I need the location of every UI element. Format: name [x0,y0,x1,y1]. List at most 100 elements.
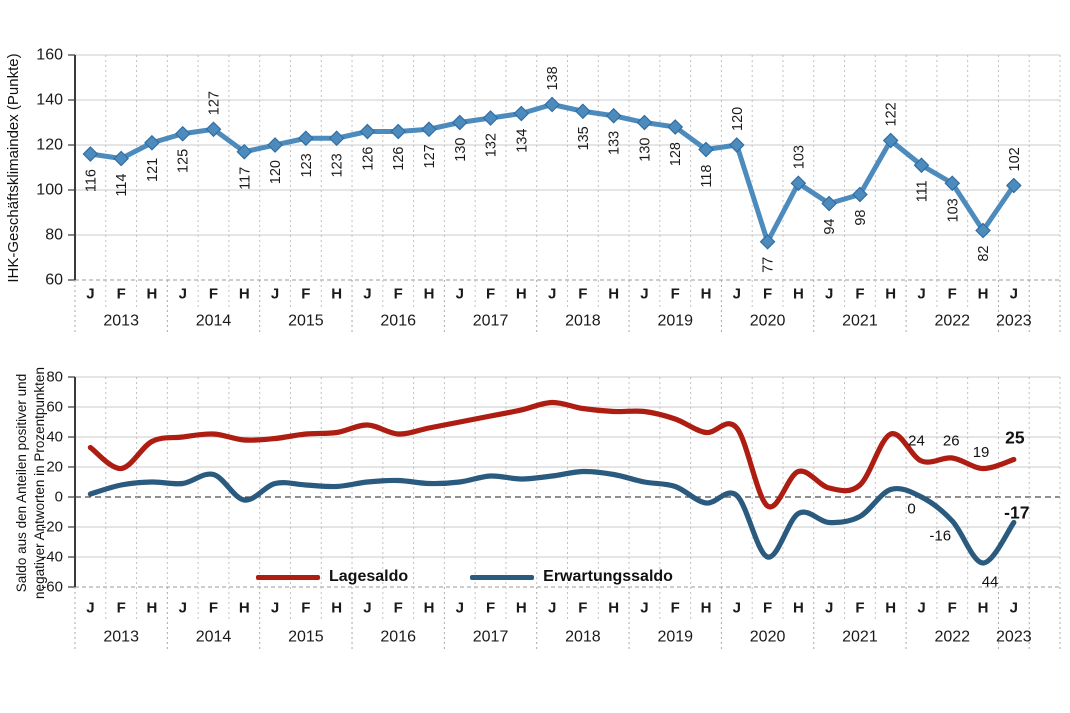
diamond-marker [544,96,560,113]
point-value-label: 130 [453,138,469,162]
value-annotation: 25 [1005,428,1025,448]
geschaeftsklimaindex-period-label: F [209,286,218,303]
geschaeftsklimaindex-period-label: F [486,286,495,303]
geschaeftsklimaindex-year-label: 2020 [750,313,786,330]
diamond-marker [790,175,807,192]
salden-year-label: 2019 [657,629,693,646]
point-value-label: 103 [791,145,807,169]
legend-item-erwartungssaldo: Erwartungssaldo [470,568,673,586]
diamond-marker [605,107,622,124]
geschaeftsklimaindex-x-axis-labels: J F H 2013 J F H 2014 J F H 2015 J F H 2016 J F H 2017 J F H 20… [86,286,1032,330]
legend-label-lagesaldo: Lagesaldo [329,568,409,585]
geschaeftsklimaindex-year-label: 2021 [842,313,878,330]
diamond-marker [298,130,314,147]
point-value-label: 127 [207,91,223,115]
geschaeftsklimaindex-period-label: F [578,286,587,303]
salden-year-label: 2020 [750,629,786,646]
point-value-label: 94 [822,219,838,235]
diamond-marker [728,137,745,153]
salden-period-label: J [640,600,648,617]
salden-period-label: F [394,600,403,617]
legend-label-erwartungssaldo: Erwartungssaldo [543,568,673,585]
diamond-marker [451,114,468,131]
geschaeftsklimaindex-period-label: F [855,286,864,303]
geschaeftsklimaindex-year-label: 2016 [380,313,416,330]
value-annotation: 26 [943,433,960,450]
geschaeftsklimaindex-year-label: 2023 [996,313,1032,330]
legend: Lagesaldo Erwartungssaldo [256,568,673,586]
geschaeftsklimaindex-year-label: 2018 [565,313,601,330]
bottom-y-title-line2: negativer Antworten in Prozentpunkten [31,367,47,599]
point-value-label: 77 [761,257,777,273]
geschaeftsklimaindex-period-label: J [363,286,371,303]
point-value-label: 102 [1007,147,1023,171]
salden-period-label: F [671,600,680,617]
diamond-marker [113,150,130,167]
diamond-marker [882,132,899,149]
salden-x-axis-labels: J F H 2013 J F H 2014 J F H 2015 J F H 2016 J F H 2017 J F H 20… [86,600,1032,646]
geschaeftsklimaindex-y-tick: 60 [45,272,63,289]
value-annotation: 19 [973,444,990,461]
diamond-marker [821,195,837,212]
geschaeftsklimaindex-period-label: J [1010,286,1018,303]
point-value-label: 127 [422,144,438,168]
geschaeftsklimaindex-period-label: H [701,286,712,303]
salden-period-label: H [608,600,619,617]
geschaeftsklimaindex-period-label: J [733,286,741,303]
diamond-marker [205,121,222,138]
point-value-label: 118 [699,165,715,188]
geschaeftsklimaindex-y-tick: 160 [36,47,63,64]
salden-year-label: 2022 [934,629,970,646]
geschaeftsklimaindex-period-label: J [548,286,556,303]
bottom-chart-y-axis-title: Saldo aus den Anteilen positiver und nega… [13,347,49,619]
point-value-label: 98 [853,210,869,226]
salden-period-label: J [548,600,556,617]
geschaeftsklimaindex-year-label: 2017 [473,313,509,330]
salden-period-label: J [86,600,94,617]
point-value-label: 138 [545,66,561,90]
diamond-marker [944,175,961,192]
point-value-label: 116 [83,169,99,192]
diamond-marker [328,130,345,147]
point-value-label: 128 [668,142,684,166]
bottom-y-title-line1: Saldo aus den Anteilen positiver und [14,373,29,593]
lagesaldo-line [87,399,1017,510]
salden-period-label: J [825,600,833,617]
point-value-label: 114 [114,174,130,197]
geschaeftsklimaindex-y-tick: 100 [36,182,63,199]
top-chart-y-axis-title: IHK-Geschäftsklimaindex (Punkte) [5,53,22,283]
diamond-marker [852,186,868,203]
point-value-label: 133 [607,131,623,155]
point-value-label: 135 [576,126,592,150]
salden-period-label: H [331,600,342,617]
diamond-marker [482,110,499,126]
index-point-labels: 116 114 121 125 127 117 120 123 123 126 126 127 130 1… [83,66,1022,273]
geschaeftsklimaindex-period-label: J [179,286,187,303]
legend-item-lagesaldo: Lagesaldo [256,568,408,586]
point-value-label: 134 [514,129,530,153]
salden-year-label: 2018 [565,629,601,646]
salden-period-label: F [948,600,957,617]
salden-year-label: 2016 [380,629,416,646]
geschaeftsklimaindex-period-label: H [608,286,619,303]
diamond-marker [759,233,776,250]
diamond-marker [575,103,591,120]
geschaeftsklimaindex-period-label: H [978,286,989,303]
diamond-marker [667,119,684,135]
geschaeftsklimaindex-period-label: H [331,286,342,303]
geschaeftsklimaindex-year-label: 2015 [288,313,324,330]
geschaeftsklimaindex-period-label: H [424,286,435,303]
diamond-marker [144,134,160,151]
salden-y-tick: 80 [46,369,63,386]
geschaeftsklimaindex-year-label: 2019 [657,313,693,330]
salden-y-tick: 0 [55,489,63,506]
salden-period-label: J [1010,600,1018,617]
point-value-label: 111 [914,180,930,202]
index-markers [82,96,1022,250]
value-annotation: 0 [907,501,915,518]
geschaeftsklimaindex-period-label: H [885,286,896,303]
salden-period-label: F [578,600,587,617]
salden-period-label: H [701,600,712,617]
geschaeftsklimaindex-year-label: 2013 [103,313,139,330]
